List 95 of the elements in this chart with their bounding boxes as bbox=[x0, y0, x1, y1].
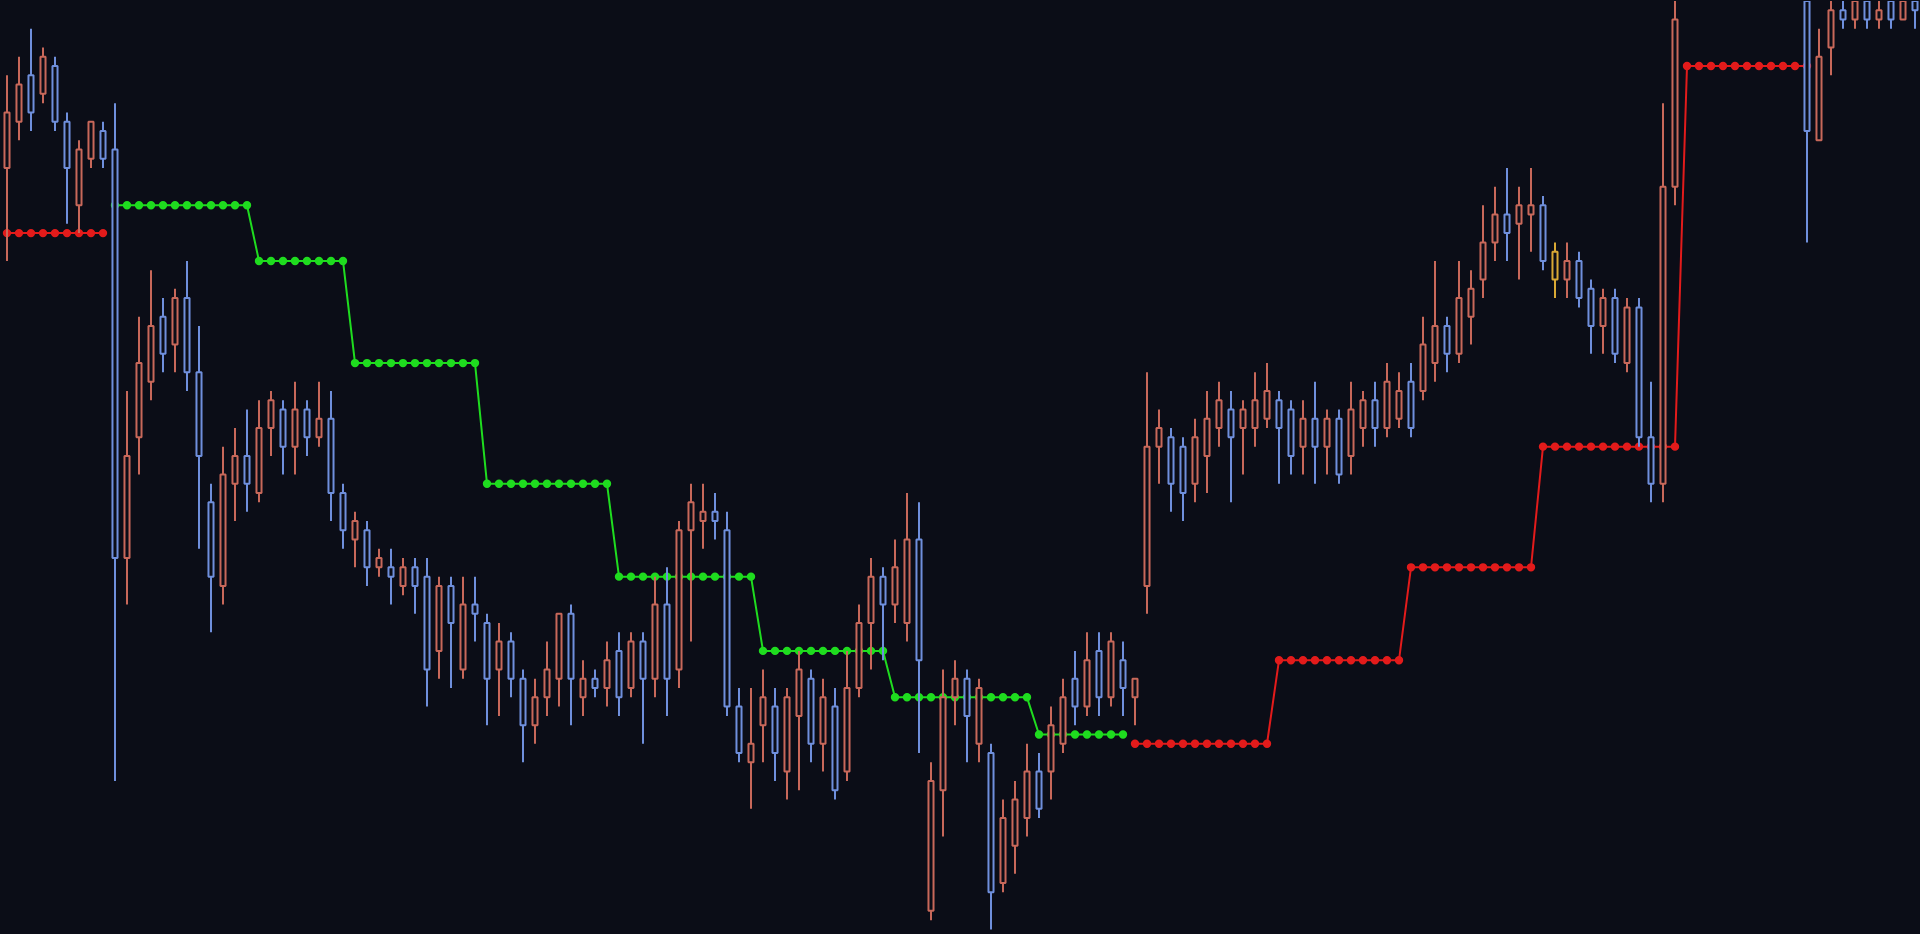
candlestick bbox=[1563, 241, 1571, 300]
candlestick bbox=[1251, 371, 1259, 448]
candlestick bbox=[747, 687, 755, 810]
candlestick bbox=[1383, 362, 1391, 439]
candlestick bbox=[387, 547, 395, 606]
candlestick bbox=[1179, 436, 1187, 522]
candlestick bbox=[699, 482, 707, 550]
candlestick bbox=[99, 120, 107, 170]
candlestick bbox=[711, 492, 719, 541]
candlestick bbox=[1395, 371, 1403, 430]
candlestick bbox=[39, 46, 47, 105]
candlestick bbox=[603, 640, 611, 708]
candlestick bbox=[1095, 631, 1103, 717]
candlestick bbox=[291, 380, 299, 476]
candlestick bbox=[1035, 752, 1043, 820]
candlestick bbox=[1503, 167, 1511, 262]
candlestick bbox=[531, 677, 539, 745]
candlestick bbox=[735, 687, 743, 764]
candlestick bbox=[303, 399, 311, 457]
candlestick bbox=[1263, 362, 1271, 430]
candlestick bbox=[1899, 1, 1907, 21]
candlestick bbox=[411, 557, 419, 615]
candlestick bbox=[1431, 259, 1439, 383]
candlestick bbox=[819, 677, 827, 773]
candlestick bbox=[1071, 649, 1079, 727]
candlestick bbox=[363, 519, 371, 587]
candlestick bbox=[795, 649, 803, 792]
candlestick bbox=[159, 297, 167, 374]
candlestick bbox=[1119, 640, 1127, 717]
candlestick bbox=[171, 287, 179, 374]
candlestick bbox=[507, 631, 515, 699]
candlestick bbox=[447, 575, 455, 690]
candlestick bbox=[1851, 1, 1859, 30]
candlestick bbox=[1083, 631, 1091, 717]
candlestick bbox=[27, 27, 35, 132]
candlestick bbox=[471, 575, 479, 643]
candlestick bbox=[1875, 1, 1883, 30]
candlestick bbox=[1887, 1, 1895, 30]
candlestick bbox=[1311, 380, 1319, 485]
candlestick bbox=[591, 668, 599, 699]
candlestick bbox=[15, 55, 23, 142]
candlestick bbox=[771, 687, 779, 782]
candlestick bbox=[1275, 389, 1283, 485]
candlestick bbox=[891, 538, 899, 625]
candlestick bbox=[1239, 399, 1247, 476]
candlestick bbox=[243, 408, 251, 513]
candlestick bbox=[1839, 1, 1847, 30]
candlestick bbox=[1443, 315, 1451, 374]
candlestick bbox=[1131, 677, 1139, 727]
candlestick bbox=[1167, 427, 1175, 513]
candlestick bbox=[375, 547, 383, 578]
candlestick bbox=[543, 640, 551, 717]
candlestick bbox=[1599, 287, 1607, 355]
candlestick bbox=[1023, 742, 1031, 838]
candlestick bbox=[1911, 1, 1919, 30]
candlestick bbox=[759, 668, 767, 764]
candlestick bbox=[1551, 241, 1559, 300]
candlestick bbox=[1371, 380, 1379, 448]
candlestick bbox=[231, 427, 239, 522]
candlestick bbox=[1011, 779, 1019, 875]
candlestick bbox=[1299, 399, 1307, 476]
candlestick bbox=[1347, 380, 1355, 476]
candlestick bbox=[519, 668, 527, 764]
candlestick bbox=[639, 631, 647, 745]
candlestick bbox=[1827, 1, 1835, 77]
candlestick bbox=[87, 120, 95, 170]
candlestick bbox=[627, 631, 635, 699]
candlestick bbox=[1863, 1, 1871, 30]
candlestick bbox=[1227, 389, 1235, 504]
candlestick bbox=[315, 380, 323, 448]
candlestick bbox=[1359, 389, 1367, 448]
candlestick bbox=[1527, 167, 1535, 253]
candlestick bbox=[339, 482, 347, 550]
candlestick bbox=[351, 510, 359, 569]
candlestick bbox=[1287, 399, 1295, 476]
candlestick bbox=[495, 622, 503, 717]
candlestick bbox=[399, 557, 407, 597]
candlestick bbox=[1407, 362, 1415, 439]
candlestick bbox=[1515, 185, 1523, 281]
candlestick bbox=[1467, 269, 1475, 346]
candlestick bbox=[1479, 204, 1487, 300]
candlestick bbox=[279, 399, 287, 476]
candlestick bbox=[1491, 185, 1499, 262]
candlestick bbox=[1323, 408, 1331, 476]
candlestick bbox=[1215, 380, 1223, 448]
candlestick bbox=[267, 389, 275, 457]
candlestick bbox=[1155, 408, 1163, 485]
candlestick bbox=[1203, 389, 1211, 495]
candlestick bbox=[63, 111, 71, 225]
candlestick bbox=[1587, 278, 1595, 355]
candlestick bbox=[1191, 417, 1199, 504]
candlestick bbox=[1419, 315, 1427, 402]
candlestick bbox=[579, 659, 587, 717]
candlestick bbox=[615, 631, 623, 717]
candlestick bbox=[1575, 250, 1583, 309]
